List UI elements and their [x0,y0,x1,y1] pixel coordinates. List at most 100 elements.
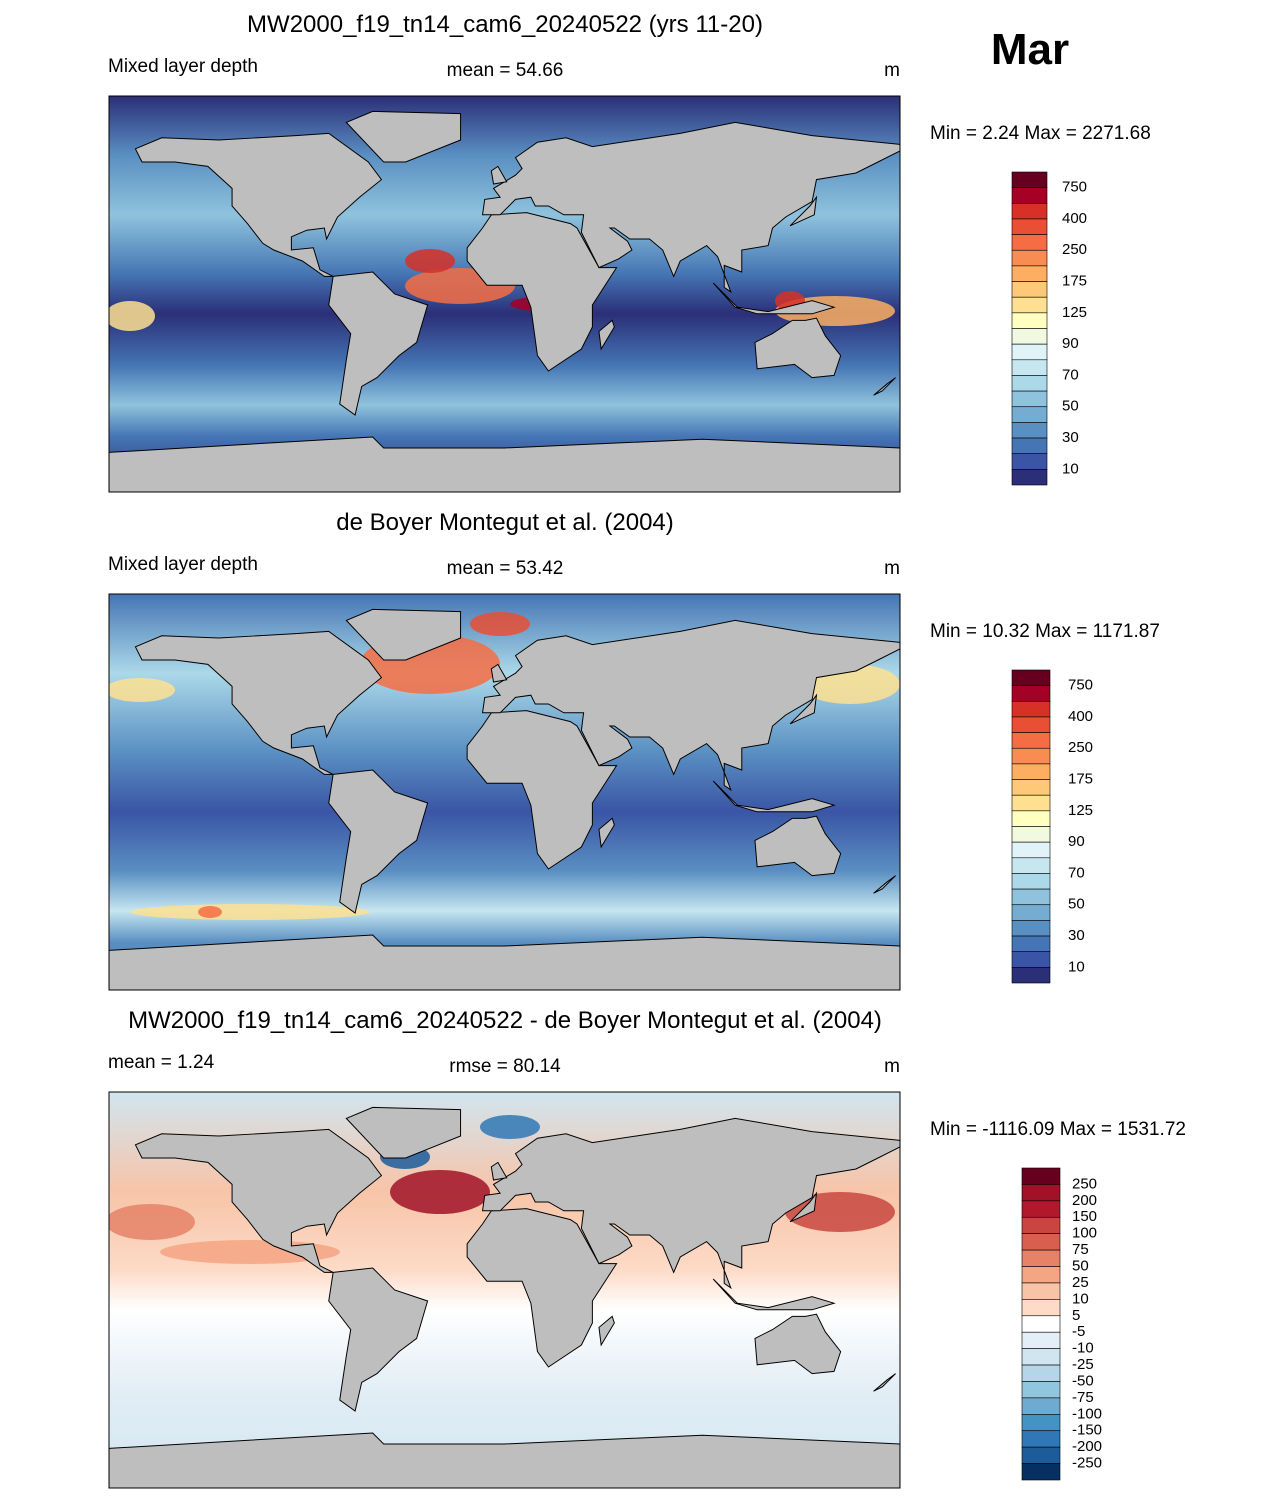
colorbar-box [1021,1233,1061,1251]
map-frame [108,1091,901,1489]
colorbar-box [1011,406,1048,423]
colorbar-box [1011,312,1048,329]
colorbar-box [1011,218,1048,235]
colorbar-box [1011,779,1051,796]
colorbar-box [1021,1397,1061,1415]
colorbar-box [1021,1249,1061,1267]
colorbar-label: 50 [1062,398,1079,415]
ocean-feature [130,904,370,920]
panel-title: MW2000_f19_tn14_cam6_20240522 (yrs 11-20… [247,11,763,38]
ocean-feature [405,249,455,273]
min-max: Min = -1116.09 Max = 1531.72 [930,1119,1186,1140]
colorbar-label: 30 [1062,429,1079,446]
colorbar-label: 10 [1062,460,1079,477]
colorbar-box [1011,203,1048,220]
colorbar-label: 750 [1062,179,1087,196]
colorbar-label: -100 [1072,1405,1102,1422]
colorbar-label: -250 [1072,1455,1102,1472]
center-stat: rmse = 80.14 [449,1056,561,1077]
map-frame [108,593,901,991]
map [109,594,900,990]
colorbar-box [1021,1282,1061,1300]
colorbar-box [1011,171,1048,188]
ocean-feature [109,301,155,331]
panel-title: MW2000_f19_tn14_cam6_20240522 - de Boyer… [128,1007,882,1034]
colorbar-box [1021,1200,1061,1218]
ocean-feature [198,906,222,918]
colorbar-label: -200 [1072,1438,1102,1455]
colorbar-box [1021,1414,1061,1432]
colorbar-label: -50 [1072,1372,1094,1389]
min-max: Min = 2.24 Max = 2271.68 [930,123,1151,144]
colorbar-box [1021,1331,1061,1349]
ocean-feature [480,1115,540,1139]
colorbar-box [1011,826,1051,843]
panel-title: de Boyer Montegut et al. (2004) [336,509,674,536]
min-max: Min = 10.32 Max = 1171.87 [930,621,1160,642]
colorbar-box [1011,422,1048,439]
colorbar-box [1011,375,1048,392]
colorbar-box [1011,857,1051,874]
colorbar-label: 5 [1072,1307,1080,1324]
colorbar-box [1011,296,1048,314]
colorbar-box [1011,469,1048,486]
colorbar-label: 125 [1068,802,1093,819]
colorbar-label: 25 [1072,1274,1089,1291]
center-stat: mean = 53.42 [447,558,564,579]
colorbar-box [1021,1184,1061,1202]
colorbar-box [1021,1463,1061,1481]
colorbar-box [1011,453,1048,470]
colorbar-box [1011,343,1048,361]
colorbar-box [1011,328,1048,345]
map-panel: MW2000_f19_tn14_cam6_20240522 - de Boyer… [108,1007,1186,1489]
colorbar-label: 250 [1072,1175,1097,1192]
colorbar-box [1011,967,1051,984]
colorbar-label: 250 [1062,241,1087,258]
colorbar-box [1011,281,1048,298]
colorbar-box [1011,265,1048,282]
colorbar-label: 400 [1068,708,1093,725]
colorbar-label: 150 [1072,1208,1097,1225]
left-label: Mixed layer depth [108,56,258,77]
colorbar-label: 90 [1062,335,1079,352]
map [109,1092,900,1488]
left-label: mean = 1.24 [108,1052,215,1073]
colorbar-label: 400 [1062,210,1087,227]
colorbar-label: 10 [1072,1290,1089,1307]
colorbar-label: 200 [1072,1192,1097,1209]
map-panel: de Boyer Montegut et al. (2004) Mixed lay… [108,509,1160,991]
ocean-feature [390,1170,490,1214]
colorbar-label: 75 [1072,1241,1089,1258]
colorbar-label: 175 [1062,273,1087,290]
map-frame [108,95,901,493]
colorbar-box [1021,1266,1061,1284]
colorbar-label: 750 [1068,677,1093,694]
colorbar-box [1021,1430,1061,1448]
colorbar-label: 175 [1068,771,1093,788]
colorbar-box [1011,359,1048,376]
colorbar-box [1021,1364,1061,1382]
ocean-feature [109,1204,195,1240]
colorbar-label: -5 [1072,1323,1085,1340]
ocean-feature [470,612,530,636]
colorbar-label: -150 [1072,1422,1102,1439]
colorbar-box [1021,1446,1061,1464]
colorbar-label: 10 [1068,958,1085,975]
left-label: Mixed layer depth [108,554,258,575]
colorbar-label: 250 [1068,739,1093,756]
colorbar-box [1021,1216,1061,1234]
map-panel: MW2000_f19_tn14_cam6_20240522 (yrs 11-20… [108,11,1151,493]
units: m [884,1056,900,1077]
colorbar-box [1011,234,1048,251]
month-label: Mar [991,25,1069,74]
colorbar-box [1011,437,1048,454]
colorbar-label: -25 [1072,1356,1094,1373]
colorbar-box [1011,873,1051,890]
colorbar-box [1011,841,1051,859]
colorbar-box [1011,669,1051,686]
colorbar-label: -10 [1072,1340,1094,1357]
colorbar-box [1011,700,1051,718]
colorbar-box [1011,187,1048,204]
panels: MW2000_f19_tn14_cam6_20240522 (yrs 11-20… [108,11,1186,1489]
